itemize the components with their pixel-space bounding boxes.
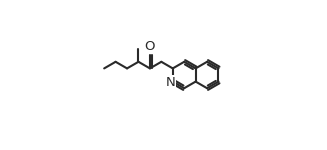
Text: O: O xyxy=(145,40,155,53)
Text: N: N xyxy=(166,76,176,89)
